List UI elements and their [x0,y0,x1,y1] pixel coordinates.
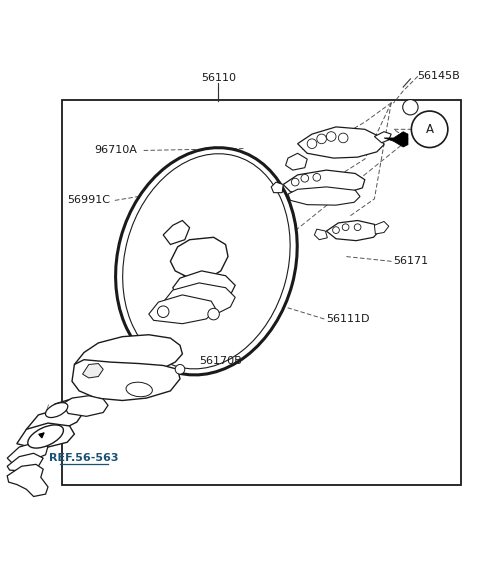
Polygon shape [7,453,43,471]
Circle shape [291,178,299,186]
Polygon shape [283,170,365,195]
Circle shape [157,306,169,318]
Text: A: A [426,123,433,136]
Polygon shape [170,238,228,278]
Polygon shape [314,229,327,240]
Ellipse shape [116,147,297,375]
Ellipse shape [123,154,290,369]
Polygon shape [374,222,389,234]
Text: 56170B: 56170B [199,356,242,366]
Polygon shape [298,127,384,158]
Circle shape [307,139,317,149]
Text: 56110: 56110 [201,73,236,82]
Polygon shape [149,295,216,324]
Text: 56171: 56171 [394,256,429,266]
Polygon shape [286,153,307,170]
Circle shape [313,174,321,181]
Polygon shape [17,423,74,447]
Polygon shape [83,363,103,378]
Circle shape [326,132,336,142]
Polygon shape [7,442,48,463]
Polygon shape [46,398,84,421]
Polygon shape [72,360,180,401]
Circle shape [411,111,448,147]
Text: 96710A: 96710A [94,146,137,156]
Text: REF.56-563: REF.56-563 [49,453,119,463]
Circle shape [354,224,361,230]
Polygon shape [173,271,235,305]
Text: 56111D: 56111D [326,314,370,324]
Circle shape [342,224,349,230]
Polygon shape [163,283,235,316]
Polygon shape [374,132,391,143]
Circle shape [338,133,348,143]
Circle shape [208,308,219,320]
Circle shape [301,174,309,182]
Ellipse shape [126,382,152,397]
Bar [62,101,461,486]
Polygon shape [74,335,182,374]
Ellipse shape [28,425,63,448]
Polygon shape [163,221,190,245]
Ellipse shape [46,402,68,418]
Polygon shape [288,187,360,205]
Polygon shape [62,395,108,417]
Circle shape [333,227,339,233]
Polygon shape [7,464,48,497]
Text: 56991C: 56991C [67,195,110,205]
Polygon shape [271,182,283,192]
Text: 56145B: 56145B [418,71,460,81]
Circle shape [403,99,418,115]
Circle shape [175,364,185,374]
Polygon shape [26,407,84,433]
Ellipse shape [181,239,217,284]
Polygon shape [326,221,379,240]
Circle shape [317,134,326,144]
Polygon shape [384,132,408,147]
